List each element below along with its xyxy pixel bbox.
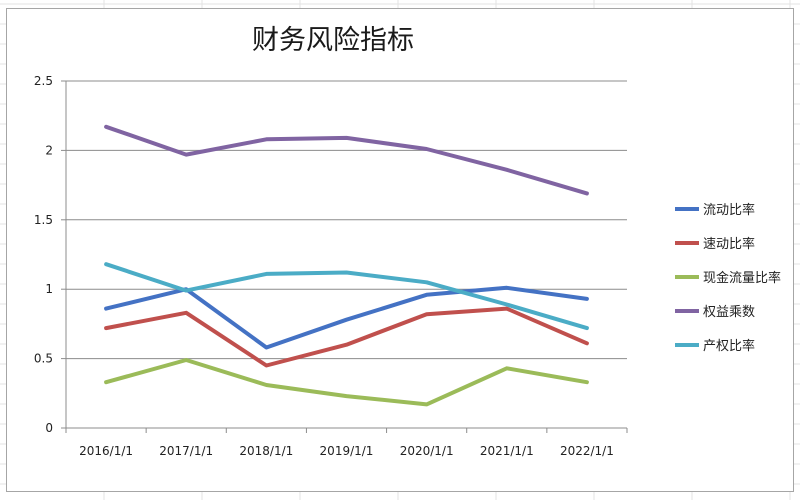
chart-title: 财务风险指标	[252, 25, 414, 56]
y-tick-label: 0.5	[34, 352, 53, 366]
axes	[65, 81, 627, 429]
x-tick-label: 2017/1/1	[159, 444, 213, 458]
x-tick-label: 2018/1/1	[239, 444, 293, 458]
chart-area[interactable]	[6, 8, 794, 492]
series-line	[104, 358, 589, 407]
legend-label: 现金流量比率	[703, 270, 781, 286]
y-tick-label: 1	[45, 282, 53, 296]
x-axis-ticks: 2016/1/1 2017/1/1 2018/1/1 2019/1/1 2020/1/1…	[65, 428, 628, 458]
x-tick-label: 2021/1/1	[480, 444, 534, 458]
x-tick-label: 2019/1/1	[320, 444, 374, 458]
x-tick-label: 2020/1/1	[400, 444, 454, 458]
series-line	[104, 124, 589, 196]
legend-label: 流动比率	[703, 202, 755, 218]
series-line	[104, 306, 589, 368]
y-axis-ticks: 0 0.5 1 1.5 2 2.5	[34, 74, 66, 435]
y-tick-label: 1.5	[34, 213, 53, 227]
legend-label: 产权比率	[703, 338, 755, 354]
gridlines	[66, 80, 627, 360]
series-lines	[104, 124, 589, 407]
y-tick-label: 2.5	[34, 74, 53, 88]
y-tick-label: 2	[45, 143, 53, 157]
x-tick-label: 2016/1/1	[79, 444, 133, 458]
y-tick-label: 0	[45, 421, 53, 435]
series-line	[104, 285, 589, 350]
x-tick-label: 2022/1/1	[560, 444, 614, 458]
legend-label: 权益乘数	[703, 304, 755, 320]
legend-label: 速动比率	[703, 236, 755, 252]
series-line	[104, 262, 589, 331]
